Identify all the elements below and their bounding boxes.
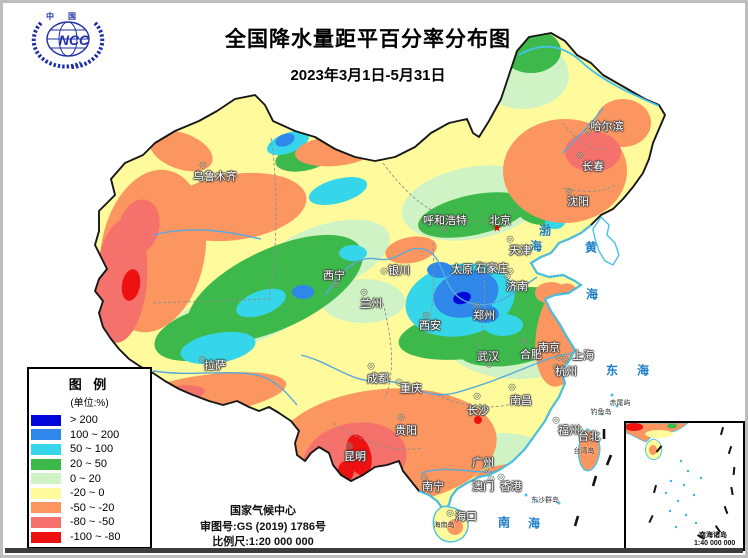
legend-row: 0 ~ 20	[29, 471, 150, 486]
ncc-logo-text: NCC	[59, 32, 90, 48]
legend-swatch	[31, 443, 61, 455]
legend-row: -80 ~ -50	[29, 515, 150, 530]
province-borders	[152, 122, 616, 450]
legend-label: 20 ~ 50	[70, 458, 108, 471]
attribution-scale: 比例尺:1:20 000 000	[212, 536, 314, 548]
islets	[524, 393, 619, 505]
legend-row: 100 ~ 200	[29, 428, 150, 443]
legend-label: 50 ~ 100	[70, 443, 114, 456]
china-precipitation-map	[94, 32, 666, 543]
legend-label: -20 ~ 0	[70, 487, 105, 500]
rivers	[152, 107, 604, 474]
legend-title: 图 例	[68, 377, 111, 392]
inset-islets	[664, 459, 703, 529]
inset-nine-dash-line	[648, 426, 736, 540]
legend-rows: > 200 100 ~ 200 50 ~ 100 20 ~ 50 0 ~ 20 -20 ~…	[29, 413, 150, 544]
korea-outline	[592, 215, 620, 266]
title-block: 全国降水量距平百分率分布图 2023年3月1日-5月31日	[153, 23, 583, 85]
coastline	[418, 224, 592, 511]
nine-dash-line	[573, 429, 613, 527]
inset-scale-label: 1:40 000 000	[694, 540, 736, 547]
ncc-logo-emblem: NCC 中国	[31, 11, 105, 69]
ncc-logo-top-text: 中国	[46, 11, 90, 21]
legend-unit: (单位:%)	[70, 398, 109, 409]
legend-label: 0 ~ 20	[70, 472, 101, 485]
legend-label: > 200	[70, 414, 98, 427]
inset-islands-label: 南海诸岛	[699, 532, 727, 539]
legend-box: 图 例 (单位:%) > 200 100 ~ 200 50 ~ 100 20 ~ 50…	[27, 367, 152, 549]
legend-swatch	[31, 487, 61, 499]
attribution-org: 国家气候中心	[230, 505, 296, 517]
legend-label: -50 ~ -20	[70, 501, 115, 514]
legend-row: -100 ~ -80	[29, 530, 150, 545]
page-title: 全国降水量距平百分率分布图	[225, 28, 511, 51]
legend-swatch	[31, 531, 61, 543]
legend-label: 100 ~ 200	[70, 428, 120, 441]
attribution-block: 国家气候中心 审图号:GS (2019) 1786号 比例尺:1:20 000 …	[143, 504, 383, 551]
ncc-logo: NCC 中国	[27, 11, 109, 74]
attribution-approval: 审图号:GS (2019) 1786号	[200, 520, 326, 533]
window-bottom-edge	[5, 548, 743, 553]
legend-swatch	[31, 458, 61, 470]
legend-row: -50 ~ -20	[29, 501, 150, 516]
date-range: 2023年3月1日-5月31日	[290, 67, 446, 84]
legend-swatch	[31, 429, 61, 441]
legend-swatch	[31, 516, 61, 528]
inset-map	[626, 423, 736, 540]
legend-row: > 200	[29, 413, 150, 428]
legend-row: 50 ~ 100	[29, 442, 150, 457]
legend-swatch	[31, 414, 61, 426]
legend-label: -80 ~ -50	[70, 516, 115, 529]
hainan-island	[432, 505, 469, 543]
legend-swatch	[31, 473, 61, 485]
amur-river	[518, 45, 660, 107]
legend-label: -100 ~ -80	[70, 531, 121, 544]
legend-row: 20 ~ 50	[29, 457, 150, 472]
taiwan-island	[577, 428, 601, 472]
legend-swatch	[31, 502, 61, 514]
south-china-sea-inset	[624, 421, 745, 551]
legend-row: -20 ~ 0	[29, 486, 150, 501]
